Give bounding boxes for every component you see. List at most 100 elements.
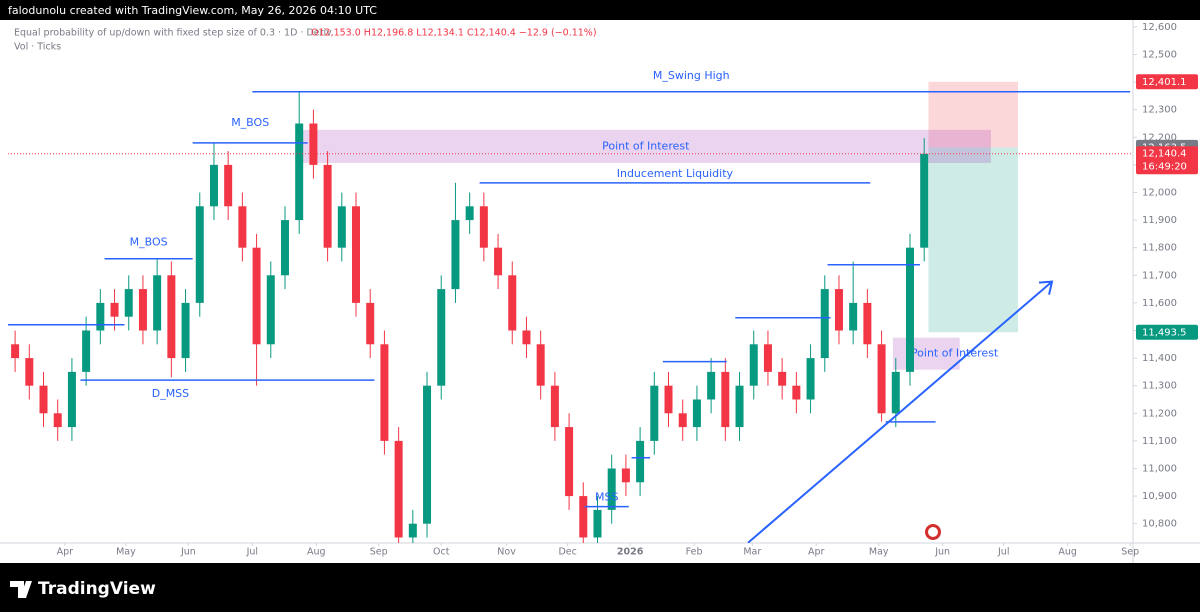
y-tick-label: 12,300 [1142,105,1177,116]
candle-body [579,496,588,538]
candle-body [920,153,929,248]
x-tick-label: Feb [686,547,703,558]
x-tick-label: Sep [370,547,388,558]
price-label-box [1136,74,1198,90]
level-label: D_MSS [152,387,189,400]
y-tick-label: 10,900 [1142,491,1177,502]
x-tick-label: May [869,547,889,558]
candle-body [67,371,76,428]
candle-body [721,371,730,428]
price-label: 12,140.4 [1142,149,1187,160]
candle-body [266,275,275,345]
y-tick-label: 11,300 [1142,381,1177,392]
candle-body [423,385,432,524]
candle-body [763,344,772,372]
poi-zone [892,337,960,370]
candle-body [195,206,204,303]
candle-body [451,220,460,290]
candle-body [25,358,34,386]
x-tick-label: Oct [433,547,450,558]
y-tick-label: 12,000 [1142,187,1177,198]
candle-body [678,413,687,428]
y-tick-label: 11,900 [1142,215,1177,226]
x-tick-label: Jul [246,547,258,558]
candle-body [849,302,858,331]
candle-body [295,123,304,221]
y-tick-label: 12,500 [1142,49,1177,60]
x-tick-label: Jun [934,547,950,558]
candle-body [806,358,815,400]
price-label-box [1136,146,1198,175]
candle-body [224,164,233,207]
level-label: MSS [595,491,618,504]
candle-body [707,371,716,400]
logo-mark [10,581,32,598]
event-flag-inner [928,527,938,537]
y-tick-label: 11,800 [1142,243,1177,254]
y-tick-label: 11,200 [1142,408,1177,419]
x-tick-label: Mar [743,547,761,558]
target-zone [928,81,1018,148]
candle-body [891,371,900,414]
x-tick-label: Aug [1058,547,1077,558]
candle-body [494,247,503,276]
candle-body [664,385,673,414]
candle-body [124,289,133,317]
candle-body [323,164,332,248]
x-tick-label: Jun [180,547,196,558]
candle-body [280,220,289,276]
candle-body [692,399,701,428]
candle-body [607,468,616,510]
candle-body [905,247,914,372]
candle-body [834,289,843,331]
price-label: 11,493.5 [1142,327,1187,338]
candle-body [650,385,659,441]
level-label: M_BOS [130,236,168,249]
candle-body [465,206,474,221]
candle-body [636,440,645,483]
bottom-bar [0,563,1200,612]
y-tick-label: 11,100 [1142,436,1177,447]
top-bar [0,0,1200,20]
candle-body [380,344,389,441]
x-tick-label: Apr [57,547,74,558]
candle-body [565,427,574,497]
candle-body [337,206,346,248]
candle-body [877,344,886,414]
y-tick-label: 11,700 [1142,270,1177,281]
y-tick-label: 11,600 [1142,298,1177,309]
candle-body [735,385,744,428]
candle-body [82,330,91,372]
indicator-title: Equal probability of up/down with fixed … [14,28,332,39]
x-tick-label: Aug [307,547,326,558]
candle-body [209,164,218,207]
candle-body [437,289,446,386]
candle-body [508,275,517,331]
candle-body [479,206,488,248]
poi-label: Point of Interest [602,139,690,152]
candle-body [408,523,417,538]
candle-body [39,385,48,414]
y-tick-label: 12,600 [1142,22,1177,33]
candle-body [96,302,105,331]
y-tick-label: 11,000 [1142,463,1177,474]
candle-body [778,371,787,386]
x-tick-label: Dec [558,547,576,558]
x-tick-label: Sep [1121,547,1139,558]
level-label: M_BOS [231,116,269,129]
y-tick-label: 10,800 [1142,519,1177,530]
candle-body [593,509,602,538]
candle-body [352,206,361,303]
level-label: M_Swing High [653,69,730,82]
x-tick-label: Nov [497,547,516,558]
candle-body [11,344,20,359]
candle-body [53,413,62,428]
candle-body [138,289,147,331]
candle-body [167,275,176,359]
candle-body [181,302,190,359]
logo-text: TradingView [38,579,156,599]
candle-body [749,344,758,386]
price-label: 12,401.1 [1142,77,1187,88]
x-tick-label: Apr [808,547,825,558]
volume-legend: Vol · Ticks [14,42,61,53]
